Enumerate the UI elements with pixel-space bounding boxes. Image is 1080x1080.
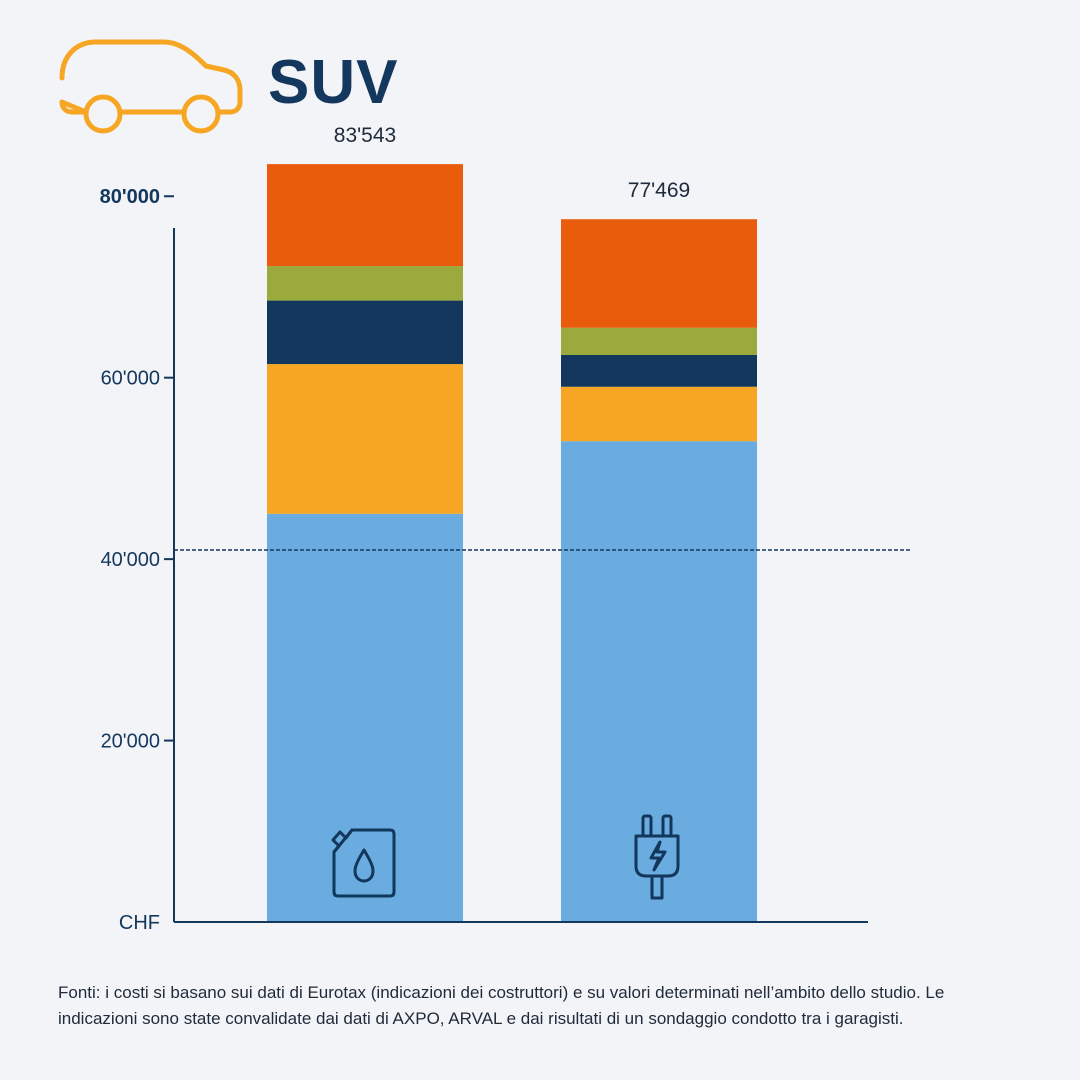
y-tick-label: 80'000 xyxy=(100,186,160,208)
bar-segment-1-1 xyxy=(267,513,463,922)
bar-segment-2-4 xyxy=(561,327,757,356)
y-ticks: CHF 20'000 40'000 60'000 80'000 xyxy=(100,186,174,934)
total-labels: 83'543 77'469 xyxy=(334,124,690,202)
total-label-1: 83'543 xyxy=(334,124,396,147)
stacked-bar-chart: CHF 20'000 40'000 60'000 80'000 83'543 77'469 xyxy=(100,124,912,934)
bar-segment-2-5 xyxy=(561,219,757,328)
bar-segment-1-2 xyxy=(267,364,463,514)
bar-segment-2-2 xyxy=(561,386,757,442)
y-tick-label: 40'000 xyxy=(101,549,160,571)
y-tick-label: 60'000 xyxy=(101,368,160,390)
fuel-canister-icon xyxy=(331,828,396,898)
bar-segment-1-4 xyxy=(267,266,463,301)
y-tick-label: CHF xyxy=(119,912,160,934)
bar-segment-2-3 xyxy=(561,355,757,387)
car-outline-icon xyxy=(59,39,243,134)
bar-segment-1-5 xyxy=(267,164,463,267)
category-icons xyxy=(331,814,680,900)
bar-segment-1-3 xyxy=(267,300,463,365)
total-label-2: 77'469 xyxy=(628,179,690,202)
chart-title: SUV xyxy=(268,48,399,117)
electric-plug-icon xyxy=(634,814,680,900)
bars-layer xyxy=(267,164,757,922)
axes-layer xyxy=(173,228,868,923)
source-footnote: Fonti: i costi si basano sui dati di Eur… xyxy=(58,983,945,1028)
y-tick-label: 20'000 xyxy=(101,731,160,753)
